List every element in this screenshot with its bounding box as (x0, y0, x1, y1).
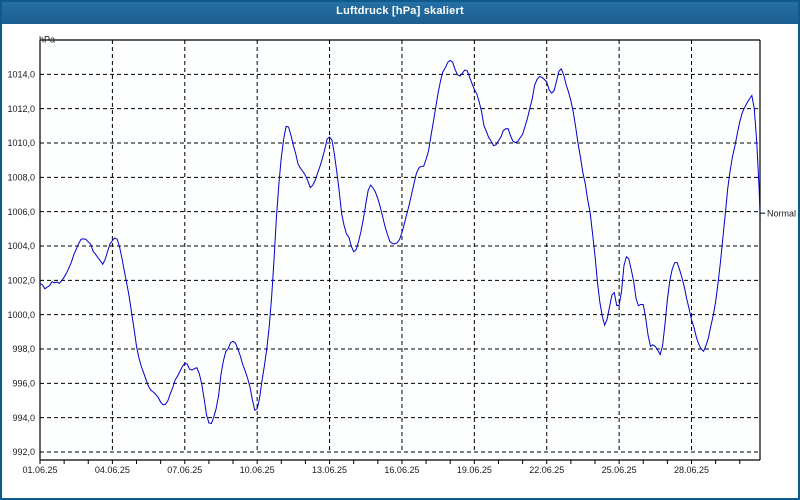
svg-text:1006,0: 1006,0 (7, 207, 35, 217)
svg-text:1010,0: 1010,0 (7, 138, 35, 148)
svg-text:994,0: 994,0 (12, 413, 35, 423)
svg-text:13.06.25: 13.06.25 (312, 465, 347, 475)
svg-text:25.06.25: 25.06.25 (602, 465, 637, 475)
svg-text:Normal: Normal (767, 208, 796, 218)
svg-text:16.06.25: 16.06.25 (384, 465, 419, 475)
svg-text:992,0: 992,0 (12, 447, 35, 457)
svg-text:998,0: 998,0 (12, 344, 35, 354)
svg-text:22.06.25: 22.06.25 (529, 465, 564, 475)
svg-text:1012,0: 1012,0 (7, 104, 35, 114)
svg-text:1004,0: 1004,0 (7, 241, 35, 251)
svg-text:01.06.25: 01.06.25 (22, 465, 57, 475)
svg-text:10.06.25: 10.06.25 (240, 465, 275, 475)
svg-text:hPa: hPa (39, 35, 55, 45)
svg-text:1014,0: 1014,0 (7, 70, 35, 80)
svg-text:07.06.25: 07.06.25 (167, 465, 202, 475)
svg-text:28.06.25: 28.06.25 (674, 465, 709, 475)
svg-text:1002,0: 1002,0 (7, 276, 35, 286)
svg-text:1008,0: 1008,0 (7, 173, 35, 183)
svg-text:1000,0: 1000,0 (7, 310, 35, 320)
svg-text:996,0: 996,0 (12, 379, 35, 389)
svg-text:19.06.25: 19.06.25 (457, 465, 492, 475)
svg-text:04.06.25: 04.06.25 (95, 465, 130, 475)
